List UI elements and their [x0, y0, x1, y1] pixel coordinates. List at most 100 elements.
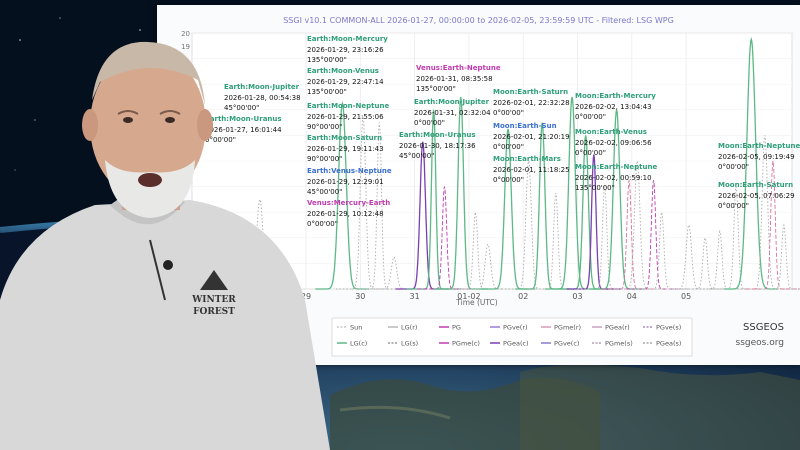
- annotation-time: 2026-01-29, 21:55:06: [307, 112, 384, 121]
- annotation-time: 2026-02-02, 13:04:43: [575, 102, 652, 111]
- annotation-label: Venus:Earth-Neptune: [416, 64, 501, 72]
- annotation-angle: 45°00'00": [307, 188, 343, 197]
- annotation-label: Earth:Moon-Venus: [307, 67, 379, 75]
- series-peak-line: [528, 192, 583, 290]
- annotation-block: Moon:Earth-Neptune 2026-02-02, 00:59:10 13…: [575, 162, 657, 194]
- annotation-block: Moon:Earth-Mars 2026-02-01, 11:18:25 0°00'…: [493, 154, 570, 186]
- annotation-label: Earth:Venus-Neptune: [307, 167, 392, 175]
- annotation-time: 2026-01-29, 10:12:48: [307, 209, 384, 218]
- annotation-label: Earth:Moon-Uranus: [205, 115, 282, 123]
- annotation-label: Earth:Moon-Mercury: [307, 35, 388, 43]
- annotation-time: 2026-02-01, 22:32:28: [493, 98, 570, 107]
- legend-label: LG(s): [401, 340, 418, 348]
- annotation-time: 2026-01-29, 19:11:43: [307, 144, 384, 153]
- annotation-block: Earth:Moon-Mercury 2026-01-29, 23:16:26 13…: [307, 34, 388, 66]
- annotation-block: Moon:Earth-Saturn 2026-02-01, 22:32:28 0°0…: [493, 87, 570, 119]
- annotation-angle: 0°00'00": [493, 176, 524, 185]
- annotation-angle: 135°00'00": [307, 56, 347, 65]
- chart-title: SSGI v10.1 COMMON-ALL 2026-01-27, 00:00:…: [283, 16, 674, 25]
- annotation-time: 2026-02-05, 09:19:49: [718, 152, 795, 161]
- annotation-label: Moon:Earth-Saturn: [493, 88, 569, 96]
- x-tick-label: 02: [518, 292, 528, 301]
- series-peak-line: [610, 160, 665, 290]
- annotation-angle: 0°00'00": [307, 220, 338, 229]
- annotation-block: Earth:Moon-Jupiter 2026-01-31, 02:32:04 0°…: [414, 97, 491, 129]
- annotation-label: Moon:Earth-Sun: [493, 122, 557, 130]
- annotation-block: Moon:Earth-Venus 2026-02-02, 09:06:56 0°00…: [575, 127, 652, 159]
- chart-legend: Sun LG(r) PG PGve(r) PGme(r) PGea(r) PGve(s) LG…: [337, 324, 681, 348]
- annotation-time: 2026-01-31, 02:32:04: [414, 108, 491, 117]
- legend-label: PGve(s): [656, 324, 681, 332]
- series-peak-line: [708, 186, 764, 290]
- annotation-angle: 0°00'00": [414, 119, 445, 128]
- annotation-block: Moon:Earth-Sun 2026-02-01, 21:20:19 0°00'0…: [493, 121, 570, 153]
- legend-label: PGme(s): [605, 340, 633, 348]
- annotation-label: Moon:Earth-Neptune: [718, 142, 800, 150]
- presenter-figure: WINTER FOREST: [0, 41, 330, 450]
- series-peak-line: [737, 135, 792, 290]
- annotation-label: Moon:Earth-Mars: [493, 155, 561, 163]
- annotation-time: 2026-02-02, 00:59:10: [575, 173, 652, 182]
- annotation-block: Earth:Moon-Uranus 2026-01-27, 16:01:44 0°0…: [205, 114, 282, 146]
- annotation-block: Earth:Venus-Neptune 2026-01-29, 12:29:01 4…: [307, 166, 392, 198]
- annotation-time: 2026-02-01, 11:18:25: [493, 165, 570, 174]
- annotation-label: Venus:Mercury-Earth: [307, 199, 391, 207]
- annotation-time: 2026-01-30, 18:17:36: [399, 141, 476, 150]
- annotation-block: Earth:Moon-Uranus 2026-01-30, 18:17:36 45°…: [399, 130, 476, 162]
- annotation-angle: 135°00'00": [416, 85, 456, 94]
- legend-label: PGea(r): [605, 324, 630, 332]
- annotation-angle: 0°00'00": [575, 113, 606, 122]
- annotation-label: Moon:Earth-Mercury: [575, 92, 656, 100]
- legend-label: PGea(c): [503, 340, 529, 348]
- annotation-angle: 0°00'00": [205, 136, 236, 145]
- annotation-angle: 0°00'00": [718, 202, 749, 211]
- x-tick-label: 03: [572, 292, 582, 301]
- annotation-label: Earth:Moon-Jupiter: [414, 98, 490, 106]
- brand-name: SSGEOS: [743, 322, 784, 333]
- annotation-angle: 135°00'00": [307, 88, 347, 97]
- annotation-label: Earth:Moon-Jupiter: [224, 83, 300, 91]
- series-peak-line: [335, 116, 390, 290]
- annotation-angle: 90°00'00": [307, 123, 343, 132]
- legend-label: PGme(c): [452, 340, 480, 348]
- svg-text:FOREST: FOREST: [193, 307, 235, 317]
- annotation-block: Earth:Moon-Saturn 2026-01-29, 19:11:43 90°…: [307, 133, 384, 165]
- annotation-block: Moon:Earth-Saturn 2026-02-05, 07:06:29 0°0…: [718, 180, 795, 212]
- legend-label: PGme(r): [554, 324, 581, 332]
- annotation-angle: 0°00'00": [575, 149, 606, 158]
- annotation-block: Venus:Earth-Neptune 2026-01-31, 08:35:58 1…: [416, 63, 501, 95]
- annotation-time: 2026-01-31, 08:35:58: [416, 74, 493, 83]
- annotation-label: Moon:Earth-Saturn: [718, 181, 794, 189]
- series-peak-line: [724, 37, 779, 290]
- annotation-label: Moon:Earth-Venus: [575, 128, 647, 136]
- annotation-block: Earth:Moon-Neptune 2026-01-29, 21:55:06 90…: [307, 101, 389, 133]
- brand-site: ssgeos.org: [735, 338, 784, 348]
- series-peak-line: [577, 186, 632, 290]
- x-tick-label: 01-02: [457, 292, 480, 301]
- y-tick-label: 19: [181, 43, 190, 51]
- x-tick-label: 04: [627, 292, 637, 301]
- annotation-angle: 90°00'00": [307, 155, 343, 164]
- shirt-logo: WINTER: [191, 295, 236, 305]
- x-tick-labels: 29 30 31 01-02 02 03 04 05: [301, 292, 691, 301]
- annotation-angle: 135°00'00": [575, 184, 615, 193]
- annotation-angle: 0°00'00": [718, 163, 749, 172]
- annotation-time: 2026-02-05, 07:06:29: [718, 191, 795, 200]
- annotation-block: Earth:Moon-Jupiter 2026-01-28, 00:54:38 45…: [224, 82, 301, 114]
- y-tick-label: 20: [181, 30, 190, 38]
- x-tick-label: 29: [301, 292, 311, 301]
- annotation-angle: 45°00'00": [399, 152, 435, 161]
- annotation-time: 2026-01-28, 00:54:38: [224, 93, 301, 102]
- legend-box: [331, 317, 693, 357]
- legend-label: LG(c): [350, 340, 367, 348]
- annotation-time: 2026-01-27, 16:01:44: [205, 125, 282, 134]
- legend-label: LG(r): [401, 324, 417, 332]
- annotation-time: 2026-01-29, 12:29:01: [307, 177, 384, 186]
- annotation-angle: 0°00'00": [493, 143, 524, 152]
- annotation-label: Earth:Moon-Uranus: [399, 131, 476, 139]
- x-tick-label: 31: [410, 292, 420, 301]
- annotation-label: Earth:Moon-Saturn: [307, 134, 383, 142]
- annotation-label: Earth:Moon-Neptune: [307, 102, 390, 110]
